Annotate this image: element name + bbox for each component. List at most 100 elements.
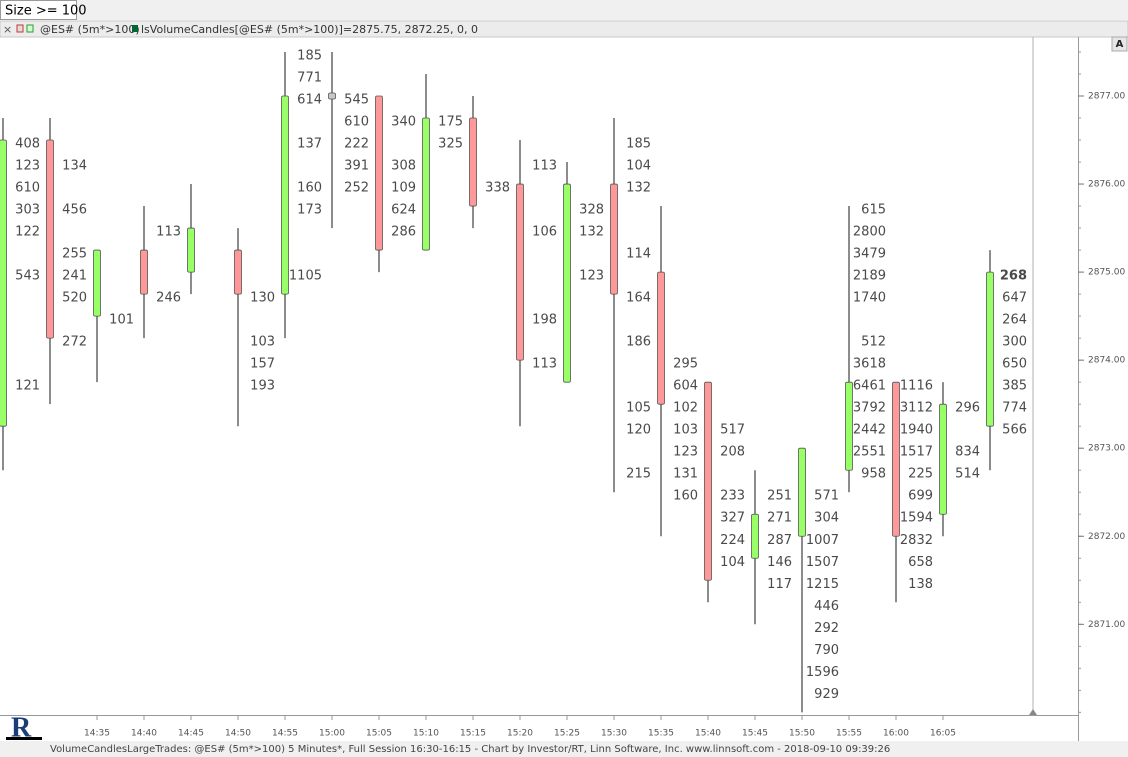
x-tick-label: 14:55 bbox=[272, 729, 298, 739]
y-tick-label: 2877.00 bbox=[1088, 91, 1125, 101]
candle-body bbox=[610, 183, 618, 295]
trade-volume: 545 bbox=[344, 92, 369, 107]
trade-volume: 1105 bbox=[289, 269, 322, 284]
trade-volume: 2832 bbox=[900, 533, 933, 548]
trade-volume: 517 bbox=[720, 423, 745, 438]
x-tick-label: 15:25 bbox=[554, 729, 580, 739]
candle-body bbox=[704, 381, 712, 581]
trade-volume: 157 bbox=[250, 357, 275, 372]
trade-volume: 122 bbox=[15, 225, 40, 240]
trade-volume: 1594 bbox=[900, 511, 933, 526]
trade-volume: 650 bbox=[1002, 357, 1027, 372]
trade-volume: 327 bbox=[720, 511, 745, 526]
trade-volume: 1507 bbox=[806, 555, 839, 570]
size-filter-box[interactable] bbox=[0, 0, 77, 20]
trade-volume: 958 bbox=[861, 467, 886, 482]
trade-volume: 113 bbox=[532, 159, 557, 174]
trade-volume: 647 bbox=[1002, 291, 1027, 306]
trade-volume: 113 bbox=[156, 225, 181, 240]
trade-volume: 137 bbox=[297, 137, 322, 152]
trade-volume: 164 bbox=[626, 291, 651, 306]
cursor-marker bbox=[1029, 709, 1037, 715]
trade-volume: 255 bbox=[62, 247, 87, 262]
trade-volume: 102 bbox=[673, 401, 698, 416]
footer: VolumeCandlesLargeTrades: @ES# (5m*>100)… bbox=[50, 744, 890, 755]
y-tick-label: 2875.00 bbox=[1088, 268, 1125, 278]
candle-body bbox=[657, 271, 665, 405]
candle-body bbox=[140, 249, 148, 295]
trade-volume: 103 bbox=[673, 423, 698, 438]
trade-volume: 103 bbox=[250, 335, 275, 350]
trade-volume: 224 bbox=[720, 533, 745, 548]
trade-volume: 134 bbox=[62, 159, 87, 174]
trade-volume: 114 bbox=[626, 247, 651, 262]
trade-volume: 456 bbox=[62, 203, 87, 218]
axis-button-label: A bbox=[1116, 39, 1124, 50]
trade-volume: 566 bbox=[1002, 423, 1027, 438]
trade-volume: 123 bbox=[579, 269, 604, 284]
x-tick-label: 15:35 bbox=[648, 729, 674, 739]
trade-volume: 185 bbox=[297, 48, 322, 63]
trade-volume: 132 bbox=[579, 225, 604, 240]
trade-volume: 101 bbox=[109, 313, 134, 328]
trade-volume: 198 bbox=[532, 313, 557, 328]
trade-volume: 160 bbox=[297, 181, 322, 196]
y-tick-label: 2871.00 bbox=[1088, 620, 1125, 630]
trade-volume: 1940 bbox=[900, 423, 933, 438]
trade-volume: 138 bbox=[908, 577, 933, 592]
x-tick-label: 14:40 bbox=[131, 729, 157, 739]
trade-volume: 175 bbox=[438, 115, 463, 130]
size-filter: Size >= 100 bbox=[5, 4, 87, 19]
trade-volume: 233 bbox=[720, 489, 745, 504]
trade-volume: 790 bbox=[814, 643, 839, 658]
trade-volume: 295 bbox=[673, 357, 698, 372]
trade-volume: 624 bbox=[391, 203, 416, 218]
trade-volume: 106 bbox=[532, 225, 557, 240]
y-tick-label: 2874.00 bbox=[1088, 356, 1125, 366]
candle-body bbox=[751, 513, 759, 559]
trade-volume: 929 bbox=[814, 687, 839, 702]
x-tick-label: 14:50 bbox=[225, 729, 251, 739]
indicator-legend: lsVolumeCandles[@ES# (5m*>100)]=2875.75,… bbox=[141, 23, 478, 36]
x-tick-label: 16:00 bbox=[883, 729, 909, 739]
candle-body bbox=[798, 447, 806, 537]
trade-volume: 340 bbox=[391, 115, 416, 130]
top-strip bbox=[0, 0, 1128, 20]
trade-volume: 300 bbox=[1002, 335, 1027, 350]
trade-volume: 132 bbox=[626, 181, 651, 196]
trade-volume: 287 bbox=[767, 533, 792, 548]
candle-body bbox=[563, 183, 571, 383]
icon[interactable] bbox=[16, 24, 24, 33]
trade-volume: 215 bbox=[626, 467, 651, 482]
logo-bar bbox=[6, 737, 42, 740]
x-tick-label: 15:05 bbox=[366, 729, 392, 739]
trade-volume: 3479 bbox=[853, 247, 886, 262]
trade-volume: 2551 bbox=[853, 445, 886, 460]
trade-volume: 120 bbox=[626, 423, 651, 438]
trade-volume: 2442 bbox=[853, 423, 886, 438]
trade-volume: 446 bbox=[814, 599, 839, 614]
x-tick-label: 15:00 bbox=[319, 729, 345, 739]
trade-volume: 2800 bbox=[853, 225, 886, 240]
close-icon[interactable]: × bbox=[3, 23, 12, 36]
y-tick-label: 2873.00 bbox=[1088, 444, 1125, 454]
trade-volume: 241 bbox=[62, 269, 87, 284]
trade-volume: 186 bbox=[626, 335, 651, 350]
trade-volume: 225 bbox=[908, 467, 933, 482]
axis-button[interactable] bbox=[1111, 36, 1128, 52]
trade-volume: 271 bbox=[767, 511, 792, 526]
trade-volume: 130 bbox=[250, 291, 275, 306]
trade-volume: 3112 bbox=[900, 401, 933, 416]
trade-volume: 296 bbox=[955, 401, 980, 416]
candle-body bbox=[46, 139, 54, 339]
x-tick-label: 15:50 bbox=[789, 729, 815, 739]
candle-body bbox=[986, 271, 994, 427]
candle-body bbox=[187, 227, 195, 273]
trade-volume: 391 bbox=[344, 159, 369, 174]
trade-volume: 185 bbox=[626, 137, 651, 152]
trade-volume: 251 bbox=[767, 489, 792, 504]
x-tick-label: 16:05 bbox=[930, 729, 956, 739]
icon[interactable] bbox=[26, 24, 34, 33]
legend-symbol: @ES# (5m*>100) bbox=[40, 23, 140, 36]
